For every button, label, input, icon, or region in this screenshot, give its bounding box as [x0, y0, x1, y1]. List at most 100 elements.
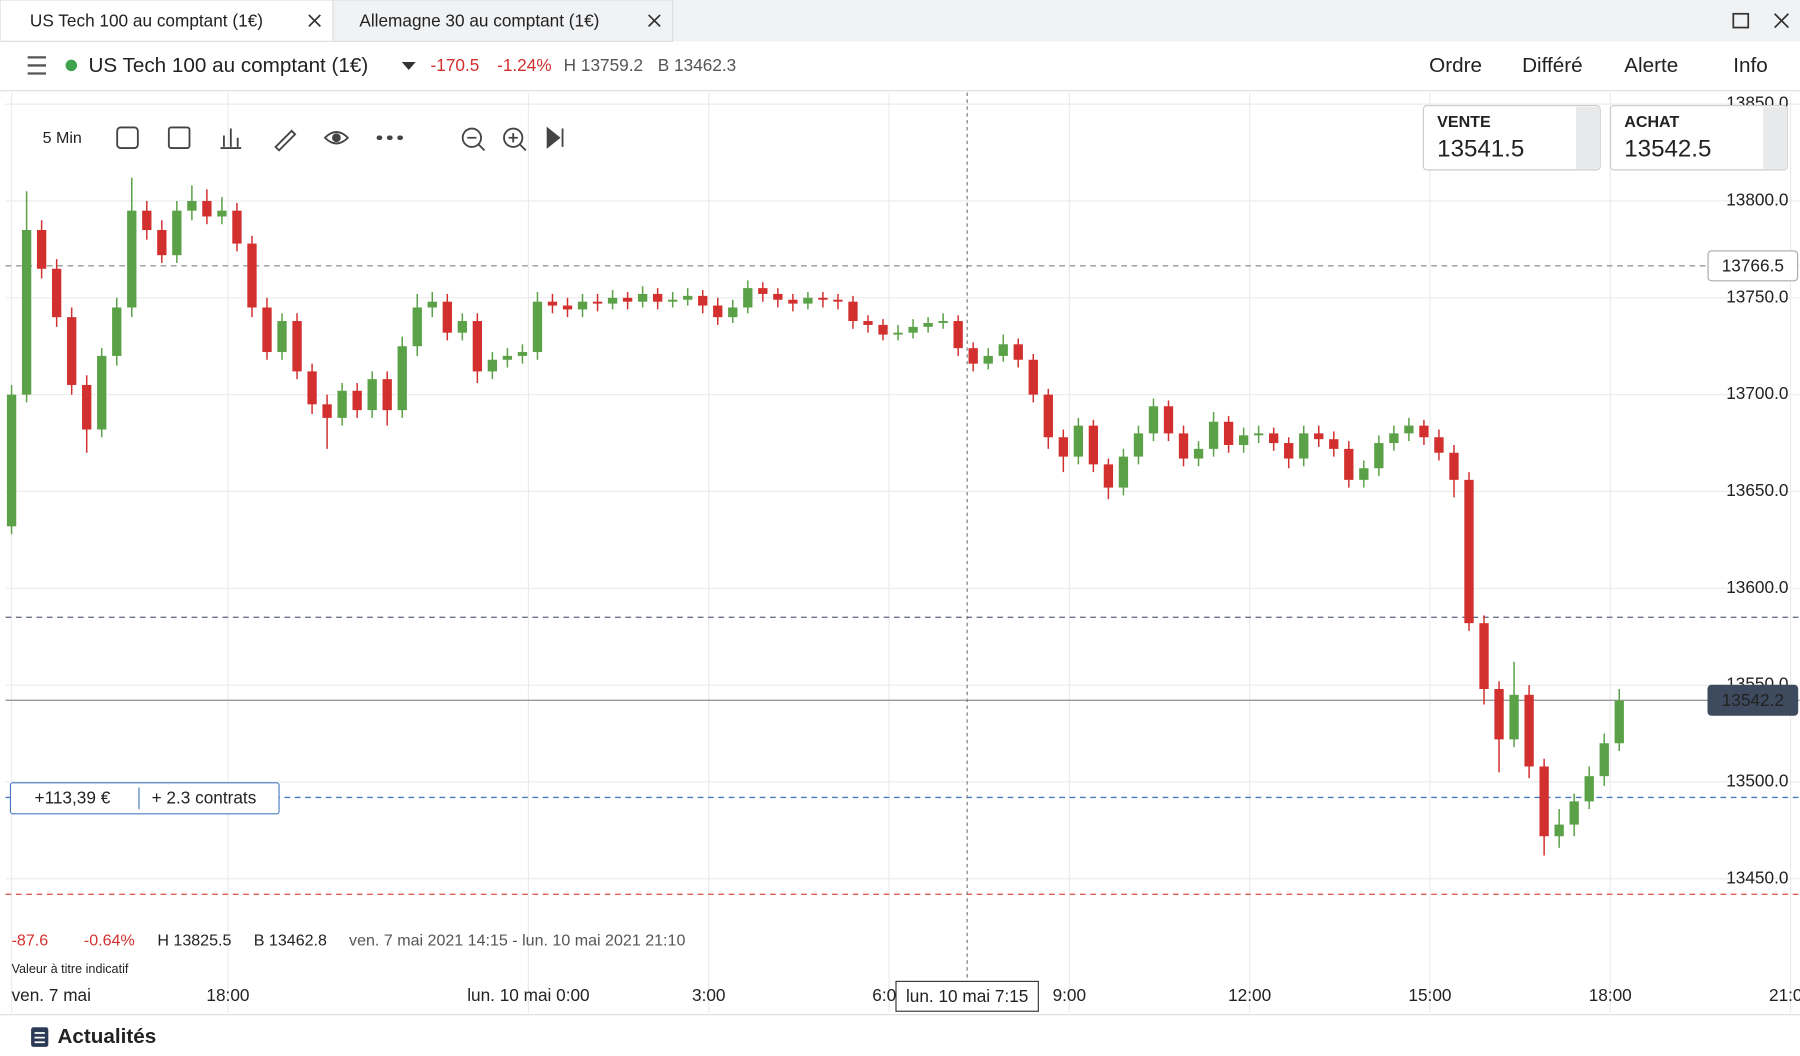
zoom-in-mark: [508, 133, 527, 152]
maximize-icon[interactable]: [1732, 12, 1750, 29]
menu-item[interactable]: Différé: [1522, 54, 1582, 77]
change: -170.5: [431, 55, 480, 75]
candle-body: [1238, 435, 1249, 445]
sell-label: VENTE: [1437, 113, 1491, 131]
candle-body: [322, 404, 332, 418]
sell-box[interactable]: [1422, 105, 1601, 171]
x-tick-label: 21:00: [1769, 985, 1800, 1005]
candle-body: [382, 379, 392, 411]
news-bar: [0, 1014, 1800, 1056]
buy-box[interactable]: [1609, 105, 1788, 171]
candle-body: [1479, 623, 1489, 690]
tab[interactable]: [332, 0, 674, 42]
candle-body: [217, 210, 227, 217]
menu-item[interactable]: Info: [1733, 54, 1767, 77]
change-pct: -1.24%: [497, 55, 552, 75]
close-window-icon[interactable]: [1774, 13, 1790, 29]
candle-body: [6, 394, 17, 527]
candle-body: [577, 301, 588, 310]
candle-body: [1419, 425, 1429, 438]
candle-body: [337, 390, 347, 418]
candle-body: [1464, 479, 1474, 624]
candle-body: [502, 355, 513, 360]
candle-body: [773, 293, 783, 300]
tab-label[interactable]: Allemagne 30 au comptant (1€): [359, 10, 599, 30]
period-low: B 13462.8: [254, 931, 327, 949]
menu-item[interactable]: Ordre: [1429, 54, 1482, 77]
candle-body: [532, 301, 543, 353]
x-tick-label: 18:00: [1589, 985, 1632, 1005]
close-icon[interactable]: [308, 14, 661, 28]
menu-icon[interactable]: [27, 56, 47, 75]
candle-body: [983, 355, 993, 364]
instrument-name[interactable]: US Tech 100 au comptant (1€): [88, 54, 368, 77]
candle-body: [202, 200, 212, 217]
candle-body: [1359, 468, 1369, 480]
candle-body: [1404, 425, 1414, 434]
menu-item[interactable]: Alerte: [1624, 54, 1678, 77]
dropdown-icon[interactable]: [401, 61, 416, 71]
zoom-out-icon[interactable]: [461, 127, 482, 148]
candle-body: [683, 295, 693, 300]
candle-body: [1118, 456, 1129, 488]
candle-body: [668, 299, 678, 302]
candle-body: [1389, 433, 1399, 444]
position-pnl: +113,39 €: [35, 787, 111, 807]
zoom-out-mark: [467, 136, 486, 152]
candle-body: [1103, 464, 1114, 488]
go-end-icon[interactable]: [546, 126, 564, 149]
x-axis: ven. 7 mai 18:00 lun. 10 mai 0:00 3:00 6:00 9…: [12, 980, 1800, 1012]
candle-body: [67, 317, 77, 385]
candle-body: [1148, 406, 1159, 434]
candle-body: [743, 288, 753, 308]
position-size: + 2.3 contrats: [152, 787, 257, 807]
candle-body: [758, 288, 768, 294]
candle-body: [1599, 743, 1609, 777]
candle-body: [1269, 433, 1279, 444]
draw-icon[interactable]: [274, 129, 297, 152]
indicators-icon[interactable]: [220, 128, 242, 149]
zoom-in-icon[interactable]: [503, 127, 524, 148]
candle-body: [487, 359, 498, 372]
sell-box-strip: [1576, 106, 1600, 169]
toolbar: 5 Min: [43, 126, 564, 152]
tab-label[interactable]: US Tech 100 au comptant (1€): [30, 10, 263, 30]
chart-type-icon[interactable]: [167, 126, 191, 149]
interval[interactable]: 5 Min: [43, 129, 82, 147]
candle-body: [1434, 437, 1444, 453]
candle-body: [112, 307, 122, 356]
period-change: -87.6: [12, 931, 49, 949]
candle-body: [1554, 824, 1564, 837]
candle-body: [833, 299, 843, 302]
candle-body: [1013, 344, 1023, 360]
news-title[interactable]: Actualités: [57, 1025, 156, 1048]
level-label: 13542.2: [1722, 690, 1784, 710]
eye-icon[interactable]: [323, 131, 350, 145]
candle-body: [1509, 694, 1519, 740]
candle-body: [1133, 433, 1144, 457]
candle-body: [1524, 694, 1534, 767]
position-box[interactable]: [9, 782, 280, 815]
candle-body: [51, 268, 62, 318]
x-tick-label: ven. 7 mai: [12, 985, 91, 1005]
x-tick-label: 18:00: [206, 985, 249, 1005]
candle-body: [262, 307, 272, 353]
sell-price: 13541.5: [1437, 136, 1524, 163]
candle-body: [1043, 394, 1053, 438]
calendar-icon[interactable]: [116, 126, 139, 149]
candle-body: [1088, 425, 1099, 465]
candle-body: [307, 371, 317, 405]
x-tick-label: 12:00: [1228, 985, 1271, 1005]
candle-body: [562, 305, 573, 310]
candle-body: [1314, 433, 1324, 440]
y-tick-label: 13500.0: [1726, 771, 1788, 791]
candle-body: [1253, 433, 1264, 436]
candle-body: [848, 301, 858, 322]
candle-body: [637, 293, 648, 302]
candle-body: [803, 297, 813, 304]
candle-body: [1614, 700, 1624, 744]
candle-body: [232, 210, 242, 244]
period-change-pct: -0.64%: [84, 931, 135, 949]
candle-body: [1073, 425, 1084, 457]
tab[interactable]: [0, 0, 334, 42]
